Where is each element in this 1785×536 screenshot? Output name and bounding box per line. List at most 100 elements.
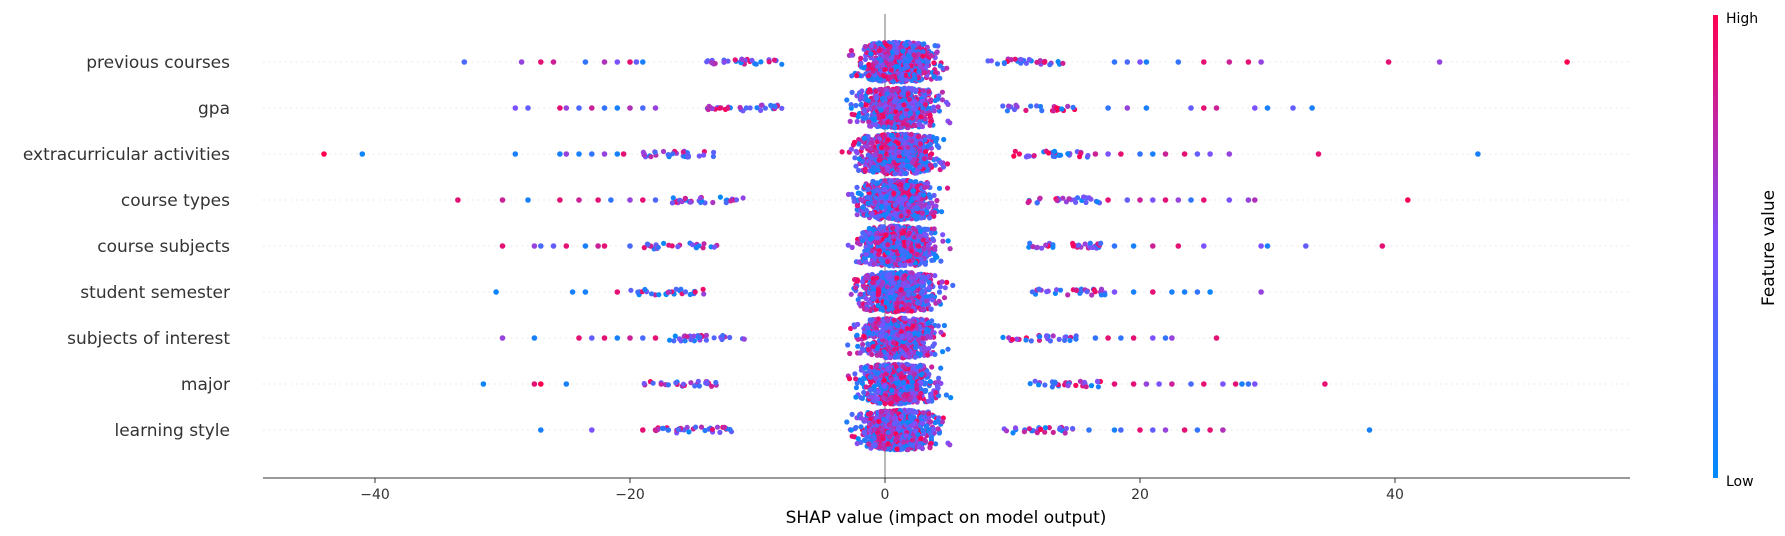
shap-point [1060,195,1066,201]
shap-point [939,97,946,103]
shap-point [1011,106,1018,113]
shap-point-outlier [461,59,468,65]
shap-point [888,163,895,169]
shap-point [669,200,676,206]
shap-point [880,279,886,286]
shap-point [855,278,861,284]
shap-point-outlier [1150,243,1156,249]
shap-point [855,343,861,349]
shap-point-outlier [538,243,544,249]
shap-point [905,239,911,246]
shap-point [917,233,923,240]
shap-point [909,308,915,314]
shap-point [779,105,785,111]
shap-point [906,291,912,297]
shap-point [670,195,676,201]
shap-point [885,259,891,265]
shap-point [645,241,651,247]
shap-point [905,91,911,97]
shap-point [875,251,882,257]
shap-point [904,158,910,164]
shap-point-outlier [1226,59,1233,65]
shap-point-outlier [614,105,621,111]
shap-point [1077,154,1083,160]
shap-point [1039,245,1045,251]
shap-point [856,156,862,162]
shap-point [641,245,647,251]
shap-point-outlier [627,197,633,203]
shap-point [934,49,940,55]
shap-point [907,55,914,61]
shap-point [1094,199,1100,205]
shap-point [854,240,861,246]
shap-point [1037,103,1044,110]
shap-point [1043,242,1049,248]
shap-point [917,247,923,253]
shap-point [721,59,727,65]
shap-point [908,244,914,250]
shap-point-outlier [1303,243,1309,249]
shap-point [1070,243,1076,249]
shap-point [889,61,895,67]
shap-point-outlier [1124,105,1131,111]
shap-point [931,213,937,219]
shap-point [883,232,889,238]
shap-point [916,243,922,249]
shap-point [1008,57,1014,63]
shap-point [879,203,885,209]
shap-point [884,42,890,48]
shap-point [887,196,894,202]
shap-point-outlier [531,243,538,249]
shap-point [988,58,995,64]
shap-point [868,43,874,49]
shap-point [937,284,944,290]
shap-point [940,238,946,244]
shap-point [682,195,688,201]
shap-point [894,275,900,281]
shap-point [892,210,898,216]
shap-point [908,198,914,204]
shap-point [932,244,938,250]
shap-point-outlier [1175,59,1182,65]
shap-point [926,215,933,221]
shap-point [858,102,864,108]
shap-point [898,67,904,73]
shap-point [854,73,860,79]
shap-point [902,280,908,286]
shap-point-outlier [1130,243,1137,249]
shap-point [1050,108,1056,114]
shap-point-outlier [1175,197,1182,203]
shap-point [913,87,919,93]
shap-point [856,300,862,306]
shap-point [898,213,904,219]
shap-point [892,125,898,131]
shap-point-outlier [1213,105,1220,111]
shap-point-outlier [1264,105,1271,111]
shap-point [873,122,879,128]
shap-point [882,200,889,206]
shap-point [918,215,925,221]
shap-point-outlier [518,59,525,65]
shap-point [747,105,753,111]
shap-point [1060,60,1066,66]
shap-point [914,216,920,222]
shap-point [865,98,871,104]
shap-point [854,184,860,190]
shap-point [894,300,900,306]
feature-row-points [493,269,1264,315]
shap-point [861,135,867,141]
shap-point-outlier [1226,151,1233,157]
shap-point [1086,195,1092,201]
shap-point [870,77,876,83]
shap-point [1098,240,1104,246]
shap-point [701,291,707,297]
shap-point [878,58,884,64]
shap-point [883,194,890,200]
shap-point [930,236,936,242]
shap-point [874,187,880,193]
shap-point-outlier [557,105,563,111]
shap-point-outlier [557,197,563,203]
shap-point [911,52,917,58]
shap-point [941,136,947,143]
shap-point [693,245,700,251]
